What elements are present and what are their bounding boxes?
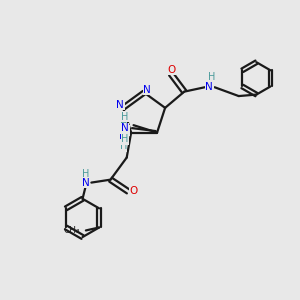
Text: H: H [121, 134, 128, 144]
Text: CH₃: CH₃ [63, 226, 80, 235]
Text: N: N [82, 178, 89, 188]
Text: N: N [119, 131, 127, 141]
Text: H: H [119, 141, 127, 152]
Text: H: H [208, 72, 215, 82]
Text: N: N [122, 125, 130, 135]
Text: N: N [143, 85, 151, 94]
Text: O: O [129, 186, 137, 197]
Text: H: H [121, 112, 128, 122]
Text: O: O [167, 64, 175, 75]
Text: H: H [82, 169, 89, 179]
Text: N: N [121, 123, 129, 133]
Text: H: H [119, 119, 127, 129]
Text: N: N [116, 100, 124, 110]
Text: N: N [206, 82, 213, 92]
